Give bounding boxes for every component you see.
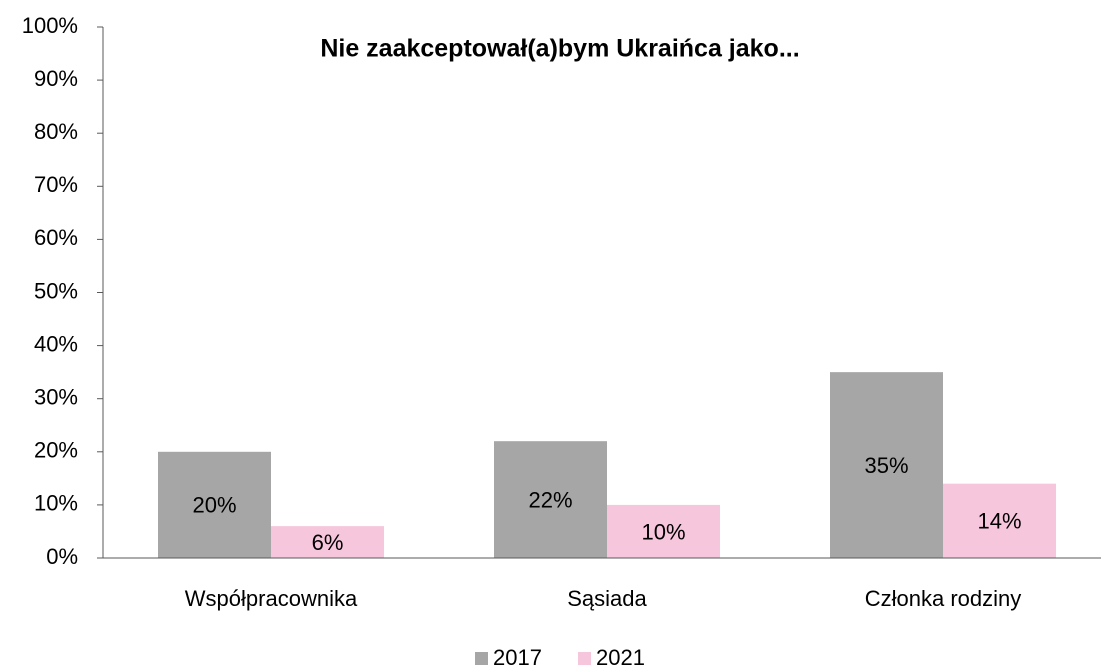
y-tick-label: 10% bbox=[34, 491, 78, 516]
bar bbox=[271, 526, 384, 558]
data-label: 20% bbox=[192, 493, 236, 518]
data-label: 6% bbox=[312, 530, 344, 555]
x-tick-label: Współpracownika bbox=[185, 586, 358, 611]
bar bbox=[830, 372, 943, 558]
data-label: 14% bbox=[977, 509, 1021, 534]
x-tick-label: Sąsiada bbox=[567, 586, 647, 611]
y-tick-label: 20% bbox=[34, 438, 78, 463]
y-tick-label: 0% bbox=[46, 544, 78, 569]
bar bbox=[494, 441, 607, 558]
bar bbox=[607, 504, 720, 558]
y-tick-label: 60% bbox=[34, 225, 78, 250]
chart-title: Nie zaakceptował(a)bym Ukraińca jako... bbox=[320, 35, 799, 63]
data-label: 22% bbox=[528, 487, 572, 512]
legend-label: 2021 bbox=[596, 645, 645, 668]
y-tick-label: 90% bbox=[34, 66, 78, 91]
x-tick-label: Członka rodziny bbox=[865, 586, 1022, 611]
y-tick-label: 50% bbox=[34, 278, 78, 303]
y-tick-label: 30% bbox=[34, 385, 78, 410]
y-tick-label: 80% bbox=[34, 119, 78, 144]
data-label: 10% bbox=[641, 519, 685, 544]
y-tick-label: 100% bbox=[22, 13, 78, 38]
y-tick-label: 40% bbox=[34, 331, 78, 356]
bar bbox=[158, 451, 271, 558]
y-tick-label: 70% bbox=[34, 172, 78, 197]
legend-swatch bbox=[475, 652, 488, 665]
legend-label: 2017 bbox=[493, 645, 542, 668]
legend-swatch bbox=[578, 652, 591, 665]
data-label: 35% bbox=[864, 453, 908, 478]
bar bbox=[943, 483, 1056, 558]
